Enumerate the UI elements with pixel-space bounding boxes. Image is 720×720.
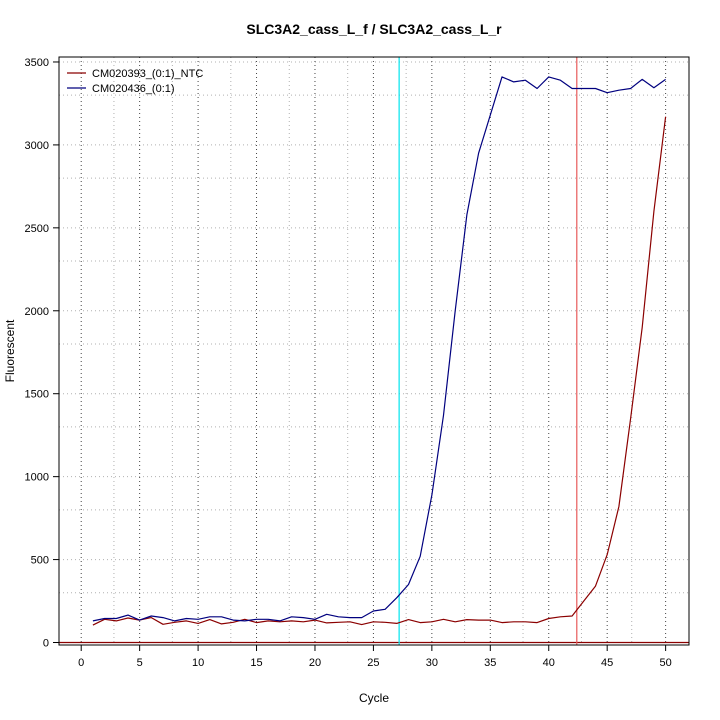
series-line-1 <box>92 116 667 626</box>
legend-label-2: CM020436_(0:1) <box>92 83 175 95</box>
x-tick-label: 45 <box>601 657 613 669</box>
x-tick-label: 15 <box>250 657 262 669</box>
y-tick-label: 3500 <box>25 57 49 69</box>
x-tick-label: 35 <box>484 657 496 669</box>
series-line-2 <box>92 76 666 622</box>
x-tick-label: 5 <box>137 657 143 669</box>
x-tick-label: 0 <box>78 657 84 669</box>
x-tick-label: 10 <box>192 657 204 669</box>
plot-area-frame <box>58 56 690 646</box>
y-tick-label: 500 <box>31 555 49 567</box>
x-tick-label: 40 <box>543 657 555 669</box>
legend-label-1: CM020393_(0:1)_NTC <box>92 68 203 80</box>
x-tick-label: 50 <box>659 657 671 669</box>
x-tick-label: 25 <box>367 657 379 669</box>
y-tick-label: 1500 <box>25 389 49 401</box>
series-layer <box>92 76 667 626</box>
y-tick-label: 0 <box>43 638 49 650</box>
x-tick-label: 30 <box>426 657 438 669</box>
y-tick-label: 2000 <box>25 306 49 318</box>
x-axis: 0 5 10 15 20 25 30 35 40 45 50 <box>78 645 672 669</box>
y-tick-label: 2500 <box>25 223 49 235</box>
y-tick-label: 1000 <box>25 472 49 484</box>
y-axis-label: Fluorescent <box>3 319 17 382</box>
x-axis-label: Cycle <box>359 691 389 705</box>
grid-layer <box>59 57 689 645</box>
threshold-layer <box>59 57 689 645</box>
y-tick-label: 3000 <box>25 140 49 152</box>
x-tick-label: 20 <box>309 657 321 669</box>
chart-title: SLC3A2_cass_L_f / SLC3A2_cass_L_r <box>246 21 502 37</box>
legend: CM020393_(0:1)_NTC CM020436_(0:1) <box>67 68 203 95</box>
y-axis: 0 500 1000 1500 2000 2500 3000 3500 <box>25 57 59 650</box>
